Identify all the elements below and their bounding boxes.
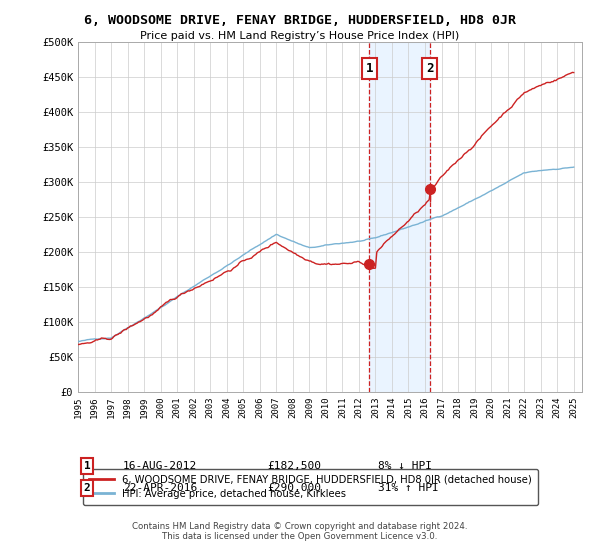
Text: Price paid vs. HM Land Registry’s House Price Index (HPI): Price paid vs. HM Land Registry’s House … xyxy=(140,31,460,41)
Text: £182,500: £182,500 xyxy=(267,461,321,471)
Bar xyxy=(369,42,430,392)
Text: 16-AUG-2012: 16-AUG-2012 xyxy=(123,461,197,471)
Text: 2: 2 xyxy=(83,483,91,493)
Text: 8% ↓ HPI: 8% ↓ HPI xyxy=(378,461,432,471)
Text: £290,000: £290,000 xyxy=(267,483,321,493)
Text: 2: 2 xyxy=(426,62,434,75)
Text: 1: 1 xyxy=(365,62,373,75)
Legend: 6, WOODSOME DRIVE, FENAY BRIDGE, HUDDERSFIELD, HD8 0JR (detached house), HPI: Av: 6, WOODSOME DRIVE, FENAY BRIDGE, HUDDERS… xyxy=(83,469,538,505)
Text: Contains HM Land Registry data © Crown copyright and database right 2024.
This d: Contains HM Land Registry data © Crown c… xyxy=(132,522,468,542)
Text: 1: 1 xyxy=(83,461,91,471)
Text: 22-APR-2016: 22-APR-2016 xyxy=(123,483,197,493)
Text: 6, WOODSOME DRIVE, FENAY BRIDGE, HUDDERSFIELD, HD8 0JR: 6, WOODSOME DRIVE, FENAY BRIDGE, HUDDERS… xyxy=(84,14,516,27)
Text: 31% ↑ HPI: 31% ↑ HPI xyxy=(378,483,439,493)
